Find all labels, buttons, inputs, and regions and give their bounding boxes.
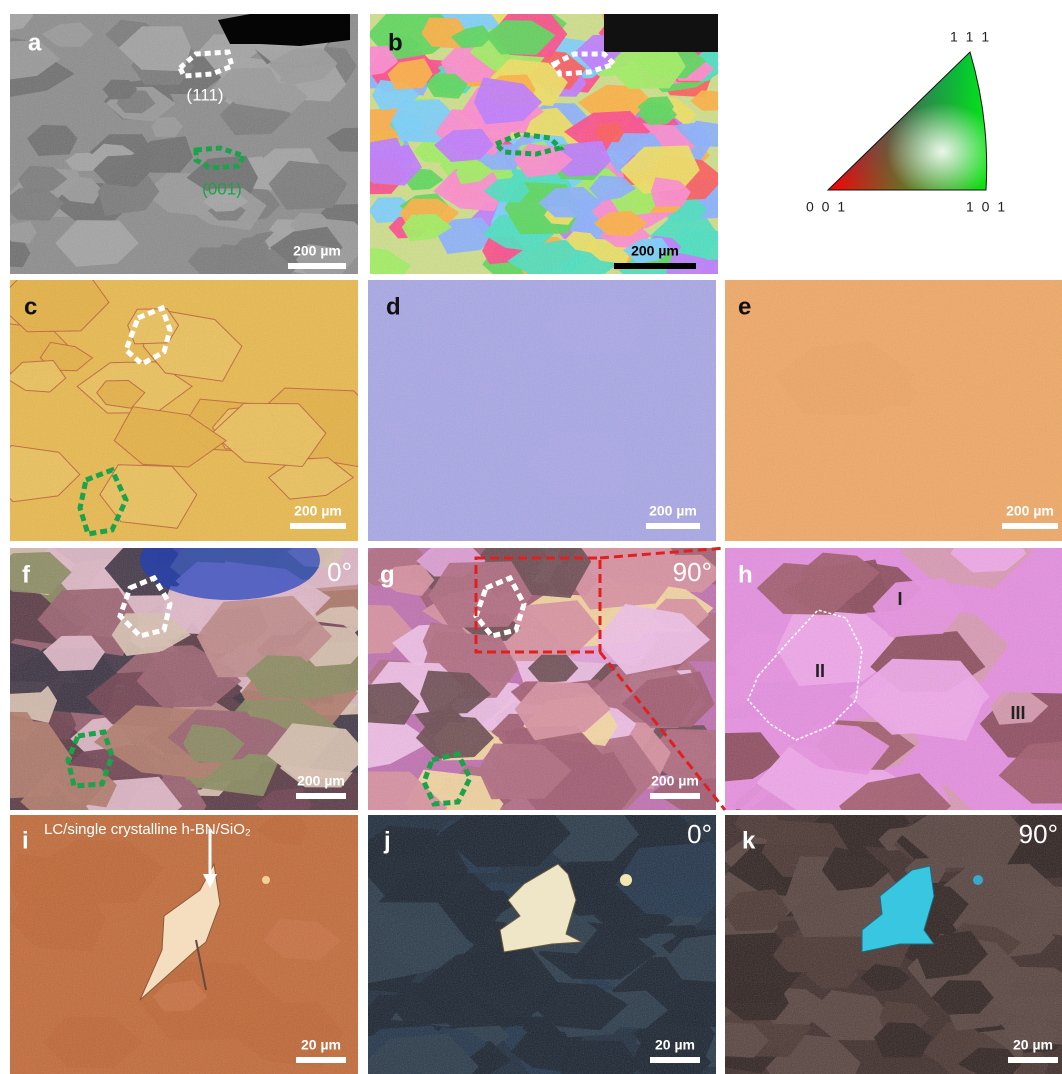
ipf-corner: 0 0 1 [806, 199, 847, 215]
ipf-corner: 1 1 1 [950, 29, 991, 45]
region-label: II [815, 661, 825, 681]
region-label: I [897, 589, 902, 609]
scale-bar-label: 20 µm [301, 1037, 341, 1053]
ipf-key: 1 1 1 0 0 1 1 0 1 [806, 29, 1007, 215]
scale-bar-label: 200 µm [297, 773, 345, 789]
panel-label: b [388, 29, 403, 56]
scale-bar-label: 20 µm [1013, 1037, 1053, 1053]
scale-bar [290, 523, 346, 529]
panel-label: g [380, 561, 395, 588]
panel-label: f [22, 561, 31, 588]
scale-bar-label: 200 µm [631, 243, 679, 259]
texture [10, 14, 358, 274]
scale-bar-label: 200 µm [294, 503, 342, 519]
region-label: III [1010, 703, 1025, 723]
panel [0, 269, 387, 541]
panel-label: j [383, 827, 391, 854]
angle: 0° [687, 819, 712, 849]
panel-label: c [24, 293, 37, 320]
scale-bar-label: 200 µm [649, 503, 697, 519]
dark-region [604, 14, 718, 52]
angle: 90° [1019, 819, 1058, 849]
ipf-corner: 1 0 1 [966, 199, 1007, 215]
panel-label: d [386, 293, 401, 320]
scale-bar-label: 200 µm [293, 243, 341, 259]
panel-label: k [742, 827, 756, 854]
scale-bar [288, 263, 346, 269]
angle: 0° [327, 557, 352, 587]
dark-region [218, 14, 350, 46]
particle [973, 875, 983, 885]
annotation: (001) [202, 179, 242, 198]
particle [262, 876, 270, 884]
scale-bar [296, 1057, 346, 1063]
panel-label: h [738, 561, 753, 588]
panel-label: e [738, 293, 751, 320]
texture [725, 548, 1062, 810]
scale-bar [296, 793, 346, 799]
texture [368, 548, 716, 810]
particle [620, 874, 632, 886]
scale-bar-label: 200 µm [1006, 503, 1054, 519]
scale-bar [1008, 1057, 1058, 1063]
scale-bar [650, 1057, 700, 1063]
scale-bar [614, 263, 696, 269]
panel-label: i [22, 827, 29, 854]
texture [370, 14, 718, 274]
figure: 1 1 1 0 0 1 1 0 1 a (111) (001) [0, 0, 1062, 1074]
scale-bar-label: 200 µm [651, 773, 699, 789]
annotation: (111) [186, 85, 223, 104]
scale-bar [1002, 523, 1058, 529]
panel-label: a [28, 29, 42, 56]
scale-bar [650, 793, 700, 799]
scale-bar-label: 20 µm [655, 1037, 695, 1053]
scale-bar [646, 523, 700, 529]
annotation: LC/single crystalline h-BN/SiO₂ [44, 821, 251, 838]
ipf-triangle [828, 52, 987, 190]
angle: 90° [673, 557, 712, 587]
